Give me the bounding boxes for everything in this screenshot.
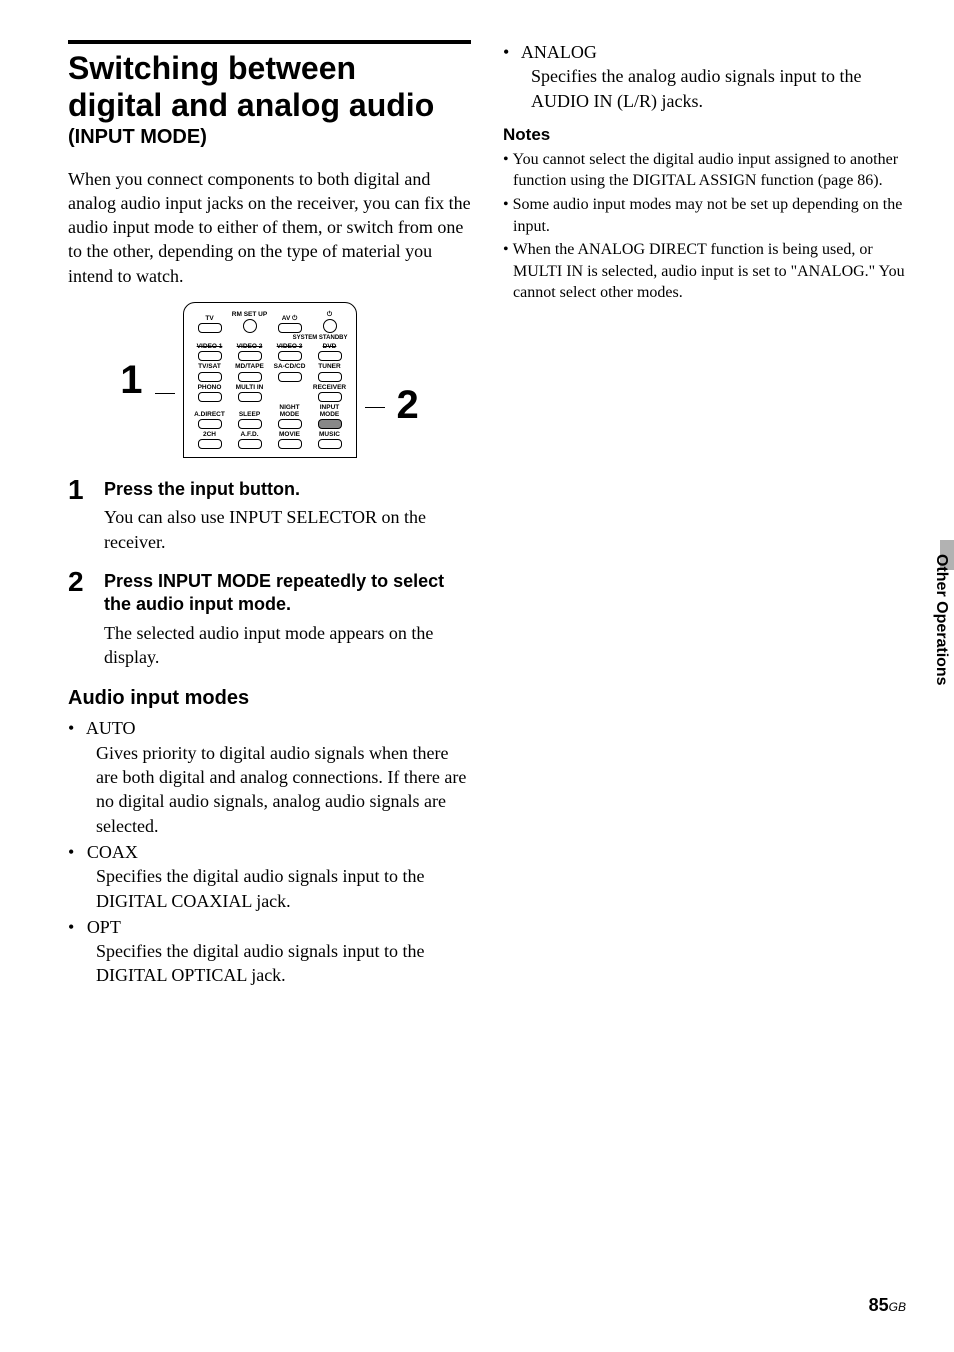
remote-lbl: A.F.D. — [240, 431, 258, 438]
modes-list-left: AUTO Gives priority to digital audio sig… — [68, 716, 471, 987]
callout-2: 2 — [393, 383, 419, 428]
step-number: 1 — [68, 476, 88, 554]
remote-btn — [238, 439, 262, 449]
page-title: Switching between digital and analog aud… — [68, 50, 471, 124]
remote-btn — [198, 392, 222, 402]
mode-item: AUTO Gives priority to digital audio sig… — [68, 716, 471, 837]
step-description: The selected audio input mode appears on… — [104, 621, 471, 670]
page-region: GB — [889, 1300, 906, 1314]
note-item: You cannot select the digital audio inpu… — [503, 149, 906, 192]
step-1: 1 Press the input button. You can also u… — [68, 476, 471, 554]
modes-list-right: ANALOG Specifies the analog audio signal… — [503, 40, 906, 113]
remote-btn — [318, 351, 342, 361]
page-subtitle: (INPUT MODE) — [68, 126, 471, 149]
callout-1: 1 — [120, 358, 146, 403]
remote-outline: TV RM SET UP AV ⏻ ⏻ SYSTEM STANDBY VIDEO… — [183, 302, 357, 458]
remote-btn — [198, 419, 222, 429]
remote-btn — [318, 372, 342, 382]
step-2: 2 Press INPUT MODE repeatedly to select … — [68, 568, 471, 669]
remote-lbl-power: ⏻ — [327, 311, 332, 318]
remote-btn — [198, 323, 222, 333]
remote-btn — [278, 351, 302, 361]
remote-lbl-inputmode: INPUT MODE — [310, 404, 350, 418]
remote-lbl: SA-CD/CD — [274, 363, 306, 370]
step-description: You can also use INPUT SELECTOR on the r… — [104, 505, 471, 554]
remote-btn — [198, 372, 222, 382]
remote-btn — [278, 323, 302, 333]
callout-line-2 — [365, 407, 385, 408]
remote-btn — [238, 392, 262, 402]
remote-btn — [243, 319, 257, 333]
section-rule — [68, 40, 471, 44]
mode-item: ANALOG Specifies the analog audio signal… — [503, 40, 906, 113]
system-standby-label: SYSTEM STANDBY — [190, 335, 348, 341]
remote-lbl: MD/TAPE — [235, 363, 264, 370]
remote-btn — [318, 439, 342, 449]
page-number: 85 — [869, 1295, 889, 1315]
mode-name: AUTO — [86, 718, 136, 738]
remote-btn — [323, 319, 337, 333]
mode-item: OPT Specifies the digital audio signals … — [68, 915, 471, 988]
remote-lbl-av: AV ⏻ — [282, 315, 298, 322]
remote-btn — [278, 439, 302, 449]
remote-btn — [278, 372, 302, 382]
remote-lbl: 2CH — [203, 431, 216, 438]
remote-btn — [238, 372, 262, 382]
title-line-2: digital and analog audio — [68, 87, 434, 123]
note-item: When the ANALOG DIRECT function is being… — [503, 239, 906, 304]
step-heading: Press the input button. — [104, 478, 471, 501]
intro-paragraph: When you connect components to both digi… — [68, 167, 471, 288]
remote-lbl: VIDEO 1 — [197, 343, 223, 350]
notes-list: You cannot select the digital audio inpu… — [503, 149, 906, 304]
remote-btn — [238, 419, 262, 429]
remote-lbl: MOVIE — [279, 431, 300, 438]
mode-name: COAX — [87, 842, 138, 862]
remote-lbl-tv: TV — [205, 315, 213, 322]
side-tab-label: Other Operations — [928, 540, 954, 700]
remote-btn — [278, 419, 302, 429]
step-heading: Press INPUT MODE repeatedly to select th… — [104, 570, 471, 617]
mode-name: OPT — [87, 917, 121, 937]
mode-desc: Specifies the digital audio signals inpu… — [82, 939, 471, 988]
remote-lbl: VIDEO 3 — [277, 343, 303, 350]
audio-input-modes-heading: Audio input modes — [68, 687, 471, 710]
remote-lbl: DVD — [323, 343, 337, 350]
remote-lbl: MUSIC — [319, 431, 340, 438]
remote-lbl: NIGHT MODE — [270, 404, 310, 418]
remote-lbl: TV/SAT — [198, 363, 221, 370]
remote-btn — [198, 351, 222, 361]
step-number: 2 — [68, 568, 88, 669]
remote-lbl: VIDEO 2 — [237, 343, 263, 350]
page-footer: 85GB — [869, 1295, 906, 1316]
notes-heading: Notes — [503, 125, 906, 145]
remote-lbl: RECEIVER — [313, 384, 346, 391]
callout-line-1 — [155, 393, 175, 394]
remote-btn — [198, 439, 222, 449]
remote-lbl: PHONO — [198, 384, 222, 391]
remote-diagram: 1 TV RM SET UP AV ⏻ ⏻ SYSTEM STANDBY VID… — [68, 302, 471, 458]
remote-lbl: MULTI IN — [236, 384, 264, 391]
remote-btn — [238, 351, 262, 361]
remote-btn — [318, 392, 342, 402]
mode-name: ANALOG — [521, 42, 597, 62]
remote-lbl: SLEEP — [239, 411, 260, 418]
remote-btn-inputmode — [318, 419, 342, 429]
title-line-1: Switching between — [68, 50, 356, 86]
remote-lbl: A.DIRECT — [194, 411, 225, 418]
mode-desc: Specifies the digital audio signals inpu… — [82, 864, 471, 913]
note-item: Some audio input modes may not be set up… — [503, 194, 906, 237]
remote-lbl-rmsetup: RM SET UP — [232, 311, 267, 318]
remote-lbl: TUNER — [318, 363, 340, 370]
mode-desc: Gives priority to digital audio signals … — [82, 741, 471, 838]
steps-list: 1 Press the input button. You can also u… — [68, 476, 471, 669]
mode-item: COAX Specifies the digital audio signals… — [68, 840, 471, 913]
mode-desc: Specifies the analog audio signals input… — [517, 64, 906, 113]
